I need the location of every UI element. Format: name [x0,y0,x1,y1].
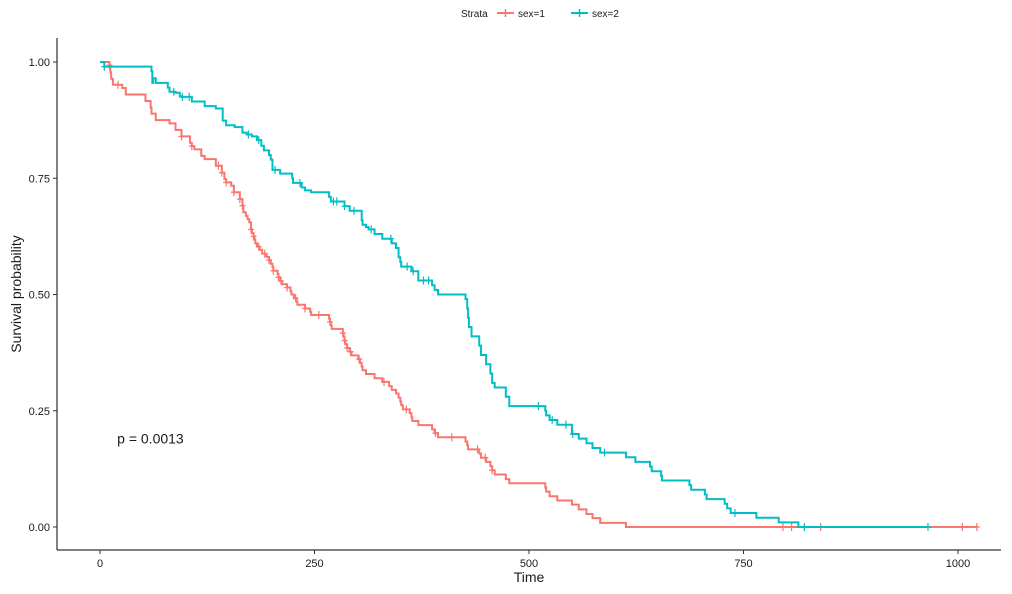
censor-mark [101,62,108,71]
legend-label: sex=1 [518,9,545,20]
legend-title: Strata [461,9,488,20]
censor-mark [179,92,186,101]
censor-mark [236,195,243,204]
censor-mark [779,523,786,531]
censor-mark [344,343,351,352]
censor-mark [535,402,542,411]
x-ticks: 0 250 500 750 1000 [97,550,970,570]
censor-mark [347,347,354,356]
x-tick-label: 500 [520,558,538,570]
survival-curve-sex-2 [100,61,928,528]
x-tick-label: 0 [97,558,103,570]
censor-mark [188,142,195,151]
y-tick-label: 0.00 [29,522,50,534]
censor-mark [106,61,113,70]
censor-mark [178,132,185,141]
x-axis-title: Time [514,569,545,585]
x-tick-label: 1000 [946,558,970,570]
censor-mark [296,178,303,187]
censor-mark [215,161,222,170]
censor-mark [368,225,375,234]
p-value-annotation: p = 0.0013 [117,431,184,447]
censor-mark [356,355,363,364]
censor-mark [341,202,348,211]
censor-mark [601,448,608,457]
censor-mark [266,256,273,265]
censor-mark [959,523,966,531]
legend-items: sex=1 sex=2 [497,9,619,20]
censor-mark [549,416,556,425]
censor-mark [339,329,346,338]
y-tick-label: 1.00 [29,57,50,69]
censor-mark [115,80,122,89]
censor-mark [350,206,357,215]
legend-label: sex=2 [592,9,619,20]
censor-mark [302,304,309,313]
censor-mark [341,336,348,345]
censor-mark [482,453,489,462]
censor-mark [255,242,262,251]
censor-mark [261,249,268,258]
x-tick-label: 750 [734,558,752,570]
x-tick-label: 250 [305,558,323,570]
legend-item-sex-1: sex=1 [497,9,545,20]
censor-mark [186,92,193,101]
censor-mark [278,277,285,286]
censor-mark [245,130,252,139]
censor-mark [333,197,340,206]
censor-mark [315,310,322,319]
y-tick-label: 0.25 [29,406,50,418]
censor-mark [432,429,439,438]
censor-mark [973,523,980,531]
censor-mark [248,225,255,234]
censor-mark [380,377,387,386]
censor-mark [404,262,411,271]
censor-mark [272,165,279,174]
censor-mark [170,87,177,96]
censor-mark [731,509,738,518]
censor-mark [403,405,410,414]
censor-mark [270,266,277,275]
censor-mark [425,276,432,285]
axes: 0 250 500 750 1000 0.00 0.25 0.50 0.75 1.00 [29,38,1001,570]
censor-mark [569,430,576,438]
censor-mark [255,136,262,145]
plot-area [100,61,980,531]
legend-item-sex-2: sex=2 [571,9,619,20]
y-tick-label: 0.75 [29,173,50,185]
censor-mark [562,420,569,429]
censor-mark [250,232,257,241]
censor-mark [239,201,246,210]
survival-curve-sex-1 [100,61,977,528]
censor-mark [292,294,299,303]
censor-mark [788,523,795,531]
censor-mark [230,188,237,197]
censor-mark [284,283,291,292]
censor-mark [801,523,808,531]
censor-mark [924,523,931,531]
censor-mark [387,234,394,243]
y-axis-title: Survival probability [8,235,24,353]
censor-mark [420,276,427,285]
censor-mark [474,445,481,454]
censor-mark [223,178,230,187]
legend: Strata sex=1 sex=2 [461,9,619,20]
censor-mark [448,433,455,442]
y-ticks: 0.00 0.25 0.50 0.75 1.00 [29,57,57,534]
censor-mark [489,466,496,475]
censor-mark [218,168,225,177]
censor-mark [410,267,417,276]
censor-mark [326,317,333,326]
y-tick-label: 0.50 [29,290,50,302]
